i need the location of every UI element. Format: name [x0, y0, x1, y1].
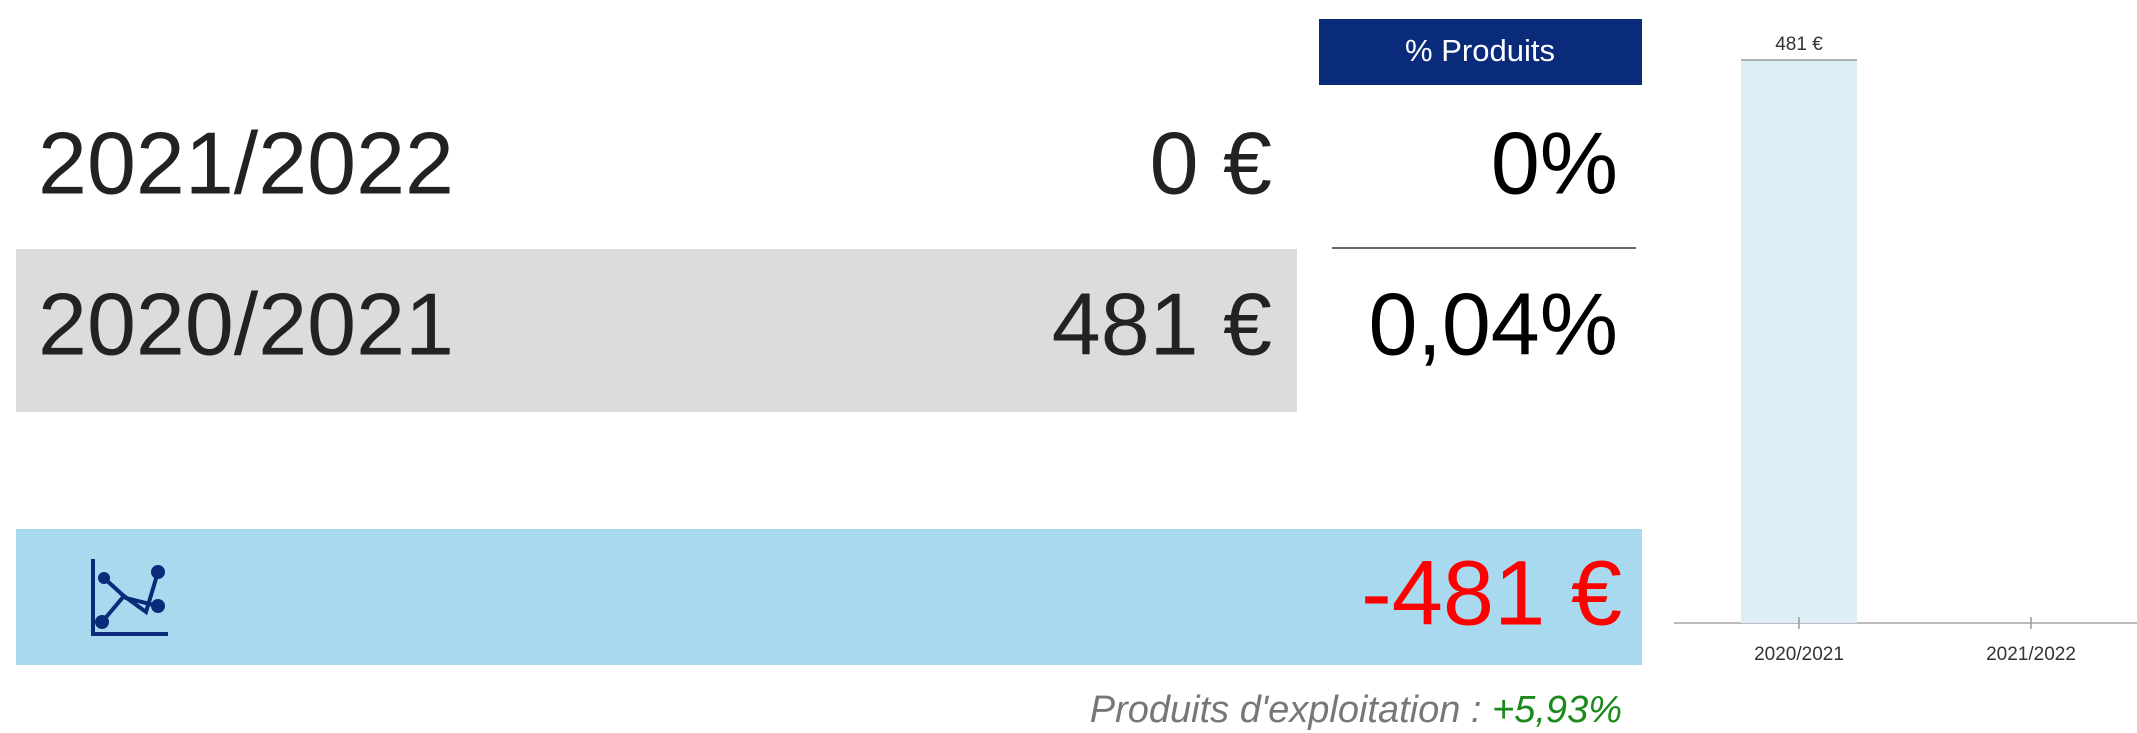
header-box: [1319, 19, 1642, 85]
footer-label: Produits d'exploitation :: [1090, 689, 1492, 731]
row-year: 2021/2022: [38, 113, 454, 212]
x-tick-label: 2021/2022: [1986, 644, 2076, 665]
header-label: % Produits: [1405, 33, 1555, 68]
trend-icon: [91, 559, 168, 636]
row-year: 2020/2021: [38, 274, 454, 373]
row-percent: 0%: [1491, 113, 1618, 212]
row-background: [16, 249, 1297, 412]
row-amount: 0 €: [1150, 113, 1272, 212]
bar: [1741, 60, 1857, 623]
row-percent: 0,04%: [1368, 274, 1618, 373]
difference-value: -481 €: [1361, 542, 1622, 644]
x-tick-label: 2020/2021: [1754, 644, 1844, 665]
footer: Produits d'exploitation : +5,93%: [1090, 689, 1622, 731]
difference-band: [16, 529, 1642, 665]
value-label: 481 €: [1775, 34, 1823, 55]
row-amount: 481 €: [1052, 274, 1272, 373]
footer-change: +5,93%: [1492, 689, 1622, 731]
